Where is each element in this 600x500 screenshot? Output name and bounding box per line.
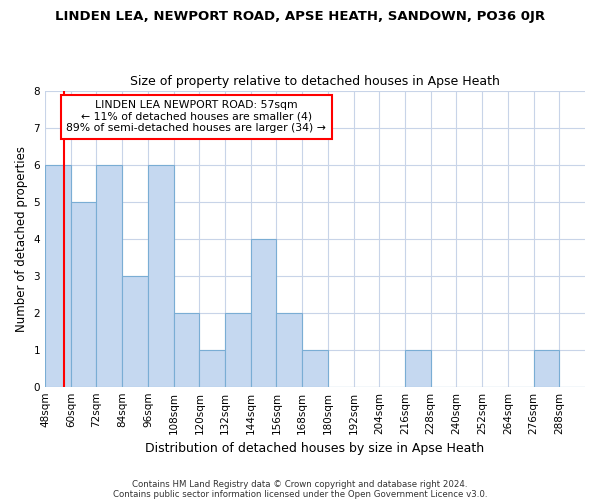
Bar bbox=[199, 350, 225, 387]
Bar bbox=[533, 350, 559, 387]
Text: LINDEN LEA, NEWPORT ROAD, APSE HEATH, SANDOWN, PO36 0JR: LINDEN LEA, NEWPORT ROAD, APSE HEATH, SA… bbox=[55, 10, 545, 23]
Bar bbox=[45, 165, 71, 386]
Bar bbox=[225, 313, 251, 386]
Bar bbox=[277, 313, 302, 386]
Text: LINDEN LEA NEWPORT ROAD: 57sqm
← 11% of detached houses are smaller (4)
89% of s: LINDEN LEA NEWPORT ROAD: 57sqm ← 11% of … bbox=[66, 100, 326, 133]
Bar bbox=[122, 276, 148, 386]
Bar bbox=[302, 350, 328, 387]
Bar bbox=[148, 165, 173, 386]
Bar bbox=[71, 202, 97, 386]
Bar bbox=[173, 313, 199, 386]
Bar bbox=[251, 239, 277, 386]
Text: Contains public sector information licensed under the Open Government Licence v3: Contains public sector information licen… bbox=[113, 490, 487, 499]
Title: Size of property relative to detached houses in Apse Heath: Size of property relative to detached ho… bbox=[130, 76, 500, 88]
Text: Contains HM Land Registry data © Crown copyright and database right 2024.: Contains HM Land Registry data © Crown c… bbox=[132, 480, 468, 489]
Y-axis label: Number of detached properties: Number of detached properties bbox=[15, 146, 28, 332]
Bar bbox=[405, 350, 431, 387]
Bar bbox=[97, 165, 122, 386]
X-axis label: Distribution of detached houses by size in Apse Heath: Distribution of detached houses by size … bbox=[145, 442, 485, 455]
